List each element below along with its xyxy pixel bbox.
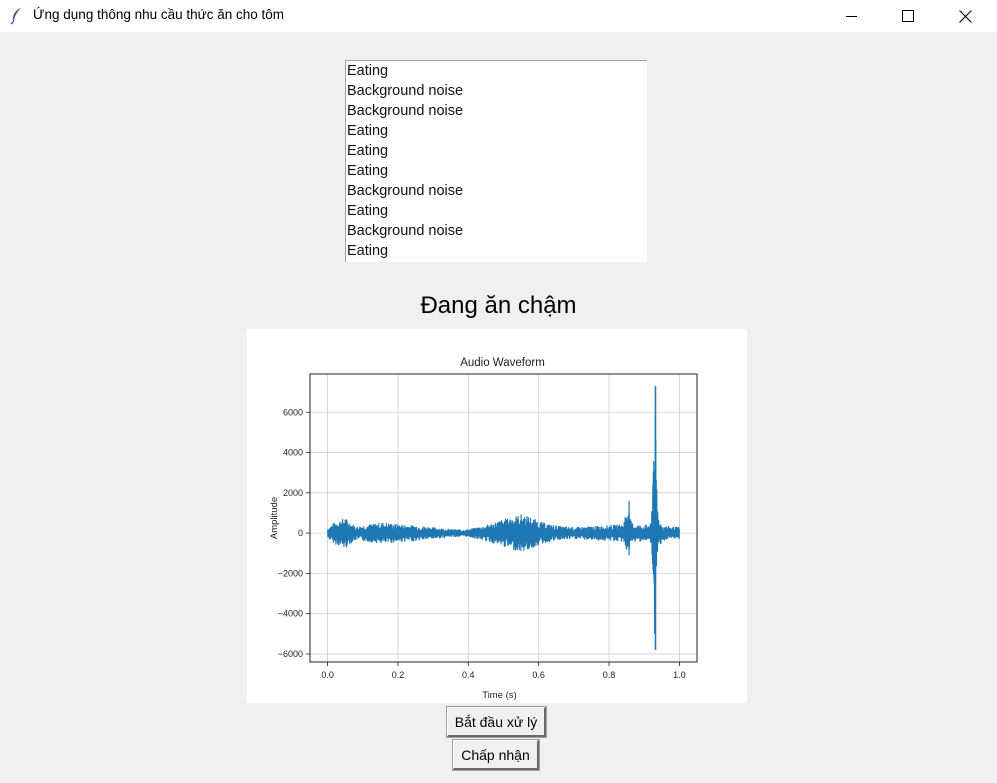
y-tick-label: 4000 — [283, 448, 303, 458]
list-item[interactable]: Background noise — [347, 183, 464, 199]
x-tick-label: 1.0 — [673, 670, 686, 680]
maximize-icon — [902, 10, 914, 22]
list-item[interactable]: Background noise — [347, 103, 464, 119]
axes-frame — [309, 373, 698, 663]
title-bar: Ứng dụng thông nhu cầu thức ăn cho tôm — [0, 0, 997, 32]
y-tick-label: 0 — [298, 528, 303, 538]
x-axis-label: Time (s) — [482, 690, 516, 701]
accept-button[interactable]: Chấp nhận — [452, 739, 540, 771]
list-item[interactable]: Eating — [347, 63, 389, 79]
x-tick-label: 0.8 — [603, 670, 616, 680]
start-processing-button[interactable]: Bắt đầu xử lý — [446, 706, 547, 738]
close-button[interactable] — [942, 0, 988, 32]
waveform-chart: 0.0 0.2 0.4 0.6 0.8 1.0 −6000 −4000 −2000 0 2000 40… — [269, 357, 698, 701]
prediction-listbox[interactable]: Eating Background noise Background noise Ea… — [345, 60, 647, 262]
list-item[interactable]: Eating — [347, 163, 389, 179]
feather-icon — [10, 8, 21, 25]
waveform-plot: 0.0 0.2 0.4 0.6 0.8 1.0 −6000 −4000 −2000 0 2000 40… — [247, 329, 747, 703]
x-tick-label: 0.4 — [462, 670, 475, 680]
x-tick-label: 0.6 — [532, 670, 545, 680]
window-title: Ứng dụng thông nhu cầu thức ăn cho tôm — [33, 7, 284, 22]
list-item[interactable]: Background noise — [347, 83, 464, 99]
waveform-line — [327, 416, 680, 634]
y-tick-label: −4000 — [278, 609, 303, 619]
list-item[interactable]: Eating — [347, 123, 389, 139]
minimize-icon — [846, 16, 857, 17]
y-tick-label: −6000 — [278, 649, 303, 659]
list-item[interactable]: Eating — [347, 143, 389, 159]
y-tick-label: −2000 — [278, 568, 303, 578]
y-tick-label: 6000 — [283, 407, 303, 417]
list-item[interactable]: Eating — [347, 243, 389, 259]
minimize-button[interactable] — [829, 0, 875, 32]
chart-title: Audio Waveform — [460, 357, 545, 369]
y-axis-label: Amplitude — [269, 497, 280, 539]
status-label: Đang ăn chậm — [420, 292, 577, 319]
y-tick-label: 2000 — [283, 488, 303, 498]
close-icon — [958, 9, 972, 23]
x-tick-label: 0.2 — [392, 670, 405, 680]
list-item[interactable]: Eating — [347, 203, 389, 219]
list-item[interactable]: Background noise — [347, 223, 464, 239]
x-tick-label: 0.0 — [321, 670, 334, 680]
maximize-button[interactable] — [885, 0, 931, 32]
